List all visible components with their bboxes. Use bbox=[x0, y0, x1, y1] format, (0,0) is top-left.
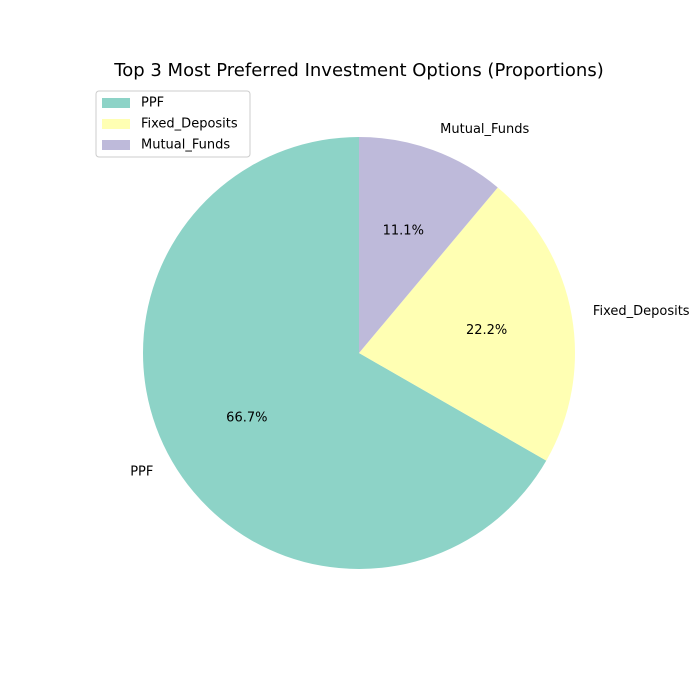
legend-swatch-mutual-funds bbox=[102, 140, 130, 150]
slice-labels: PPF Fixed_Deposits Mutual_Funds bbox=[130, 122, 690, 479]
legend-label-mutual-funds: Mutual_Funds bbox=[141, 138, 230, 153]
percent-labels: 66.7% 22.2% 11.1% bbox=[226, 224, 507, 426]
legend-entries: PPF Fixed_Deposits Mutual_Funds bbox=[102, 96, 238, 153]
percent-label-fixed-deposits: 22.2% bbox=[466, 323, 507, 338]
chart-title: Top 3 Most Preferred Investment Options … bbox=[113, 60, 603, 81]
legend-swatch-ppf bbox=[102, 98, 130, 108]
legend: PPF Fixed_Deposits Mutual_Funds bbox=[95, 90, 251, 158]
slice-fixed-deposits bbox=[359, 187, 575, 461]
legend-label-fixed-deposits: Fixed_Deposits bbox=[141, 117, 238, 132]
percent-label-mutual-funds: 11.1% bbox=[383, 224, 424, 239]
legend-label-ppf: PPF bbox=[141, 96, 164, 111]
slice-mutual-funds bbox=[359, 137, 498, 353]
slice-label-mutual-funds: Mutual_Funds bbox=[440, 122, 529, 137]
pie-slices bbox=[143, 137, 575, 569]
slice-label-fixed-deposits: Fixed_Deposits bbox=[593, 304, 690, 319]
legend-frame bbox=[95, 90, 251, 158]
slice-ppf bbox=[143, 137, 547, 569]
legend-swatch-fixed-deposits bbox=[102, 119, 130, 129]
percent-label-ppf: 66.7% bbox=[226, 410, 267, 425]
slice-label-ppf: PPF bbox=[130, 465, 153, 480]
